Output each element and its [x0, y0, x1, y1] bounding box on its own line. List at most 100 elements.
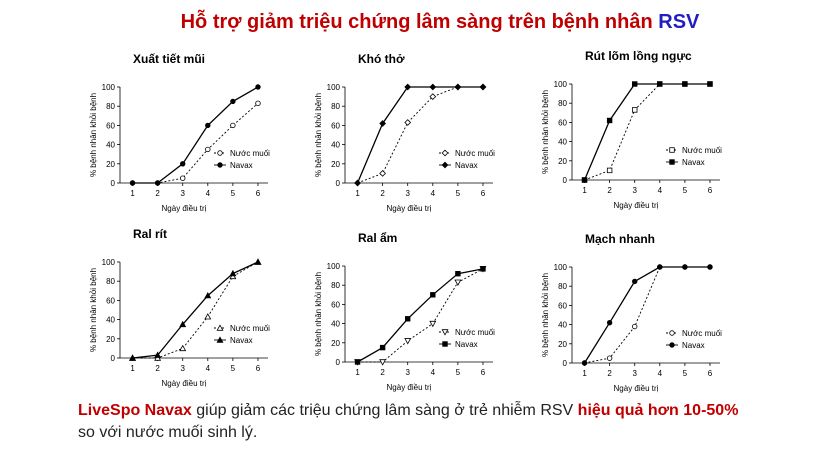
legend-label: Navax — [682, 158, 705, 167]
series-line — [583, 83, 710, 181]
y-tick-label: 0 — [563, 176, 568, 185]
point — [669, 330, 675, 336]
point — [255, 100, 261, 107]
point — [230, 122, 236, 129]
point — [480, 266, 486, 272]
x-tick-label: 2 — [380, 189, 385, 198]
point — [632, 278, 638, 285]
x-tick-label: 2 — [155, 189, 160, 198]
series-line — [357, 86, 483, 184]
x-tick-label: 4 — [431, 189, 436, 198]
point — [669, 147, 675, 153]
point — [429, 93, 437, 100]
point — [254, 258, 262, 265]
x-tick-label: 2 — [155, 364, 160, 373]
slide-title: Hỗ trợ giảm triệu chứng lâm sàng trên bệ… — [181, 9, 700, 33]
point — [354, 359, 361, 365]
point — [205, 122, 211, 129]
x-tick-label: 4 — [658, 186, 663, 195]
x-tick-label: 2 — [607, 186, 612, 195]
chart-title: Ral ẩm — [358, 231, 397, 245]
x-tick-label: 5 — [683, 369, 688, 378]
x-tick-label: 3 — [405, 189, 410, 198]
point — [179, 320, 187, 328]
point — [657, 81, 663, 87]
y-tick-label: 100 — [554, 80, 568, 89]
x-tick-label: 6 — [708, 186, 713, 195]
x-tick-label: 4 — [206, 189, 211, 198]
point — [205, 146, 211, 153]
x-tick-label: 6 — [708, 369, 713, 378]
legend-label: Navax — [455, 161, 478, 170]
chart-title: Rút lõm lồng ngực — [585, 49, 692, 63]
y-axis-label: % bệnh nhân khỏi bệnh — [314, 93, 323, 177]
point — [379, 120, 386, 127]
legend-label: Navax — [682, 341, 705, 350]
point — [379, 359, 387, 366]
x-tick-label: 6 — [256, 364, 261, 373]
point — [217, 162, 223, 168]
point — [379, 344, 386, 351]
point — [430, 292, 436, 298]
legend-label: Nước muối — [455, 149, 495, 158]
x-tick-label: 2 — [380, 368, 385, 377]
y-tick-label: 60 — [106, 121, 115, 130]
y-tick-label: 0 — [563, 359, 568, 368]
y-tick-label: 40 — [331, 141, 340, 150]
point — [581, 360, 588, 366]
point — [606, 319, 613, 326]
y-tick-label: 40 — [106, 141, 115, 150]
y-tick-label: 100 — [102, 83, 116, 92]
y-tick-label: 100 — [327, 83, 341, 92]
point — [180, 175, 186, 181]
point — [154, 180, 161, 186]
series-line — [132, 261, 259, 359]
y-tick-label: 60 — [331, 300, 340, 309]
y-tick-label: 20 — [331, 160, 340, 169]
legend-label: Navax — [230, 161, 253, 170]
x-tick-label: 5 — [456, 189, 461, 198]
y-tick-label: 0 — [111, 179, 116, 188]
y-axis-label: % bệnh nhân khỏi bệnh — [314, 272, 323, 356]
y-tick-label: 60 — [558, 118, 567, 127]
x-tick-label: 3 — [405, 368, 410, 377]
line-chart: Ral rít 0 20 40 60 80 100 1 2 3 4 5 6 Ngày điều trị % … — [89, 227, 270, 388]
footer-brand: LiveSpo Navax — [78, 402, 192, 419]
point — [129, 354, 137, 361]
y-axis-label: % bệnh nhân khỏi bệnh — [89, 268, 98, 352]
point — [479, 83, 487, 91]
point — [632, 81, 638, 87]
x-tick-label: 3 — [180, 189, 185, 198]
footer-line1: LiveSpo Navax giúp giảm các triệu chứng … — [78, 400, 738, 419]
point — [180, 161, 186, 167]
legend-label: Navax — [455, 340, 478, 349]
point — [230, 98, 236, 105]
point — [354, 179, 361, 187]
x-tick-label: 1 — [582, 369, 587, 378]
x-tick-label: 5 — [231, 364, 236, 373]
point — [657, 264, 663, 270]
y-tick-label: 0 — [336, 179, 341, 188]
y-tick-label: 80 — [558, 99, 567, 108]
point — [404, 83, 412, 91]
chart-title: Mạch nhanh — [585, 232, 655, 246]
point — [632, 107, 638, 113]
line-chart: Ral ẩm 0 20 40 60 80 100 1 2 3 4 5 6 Ngày điều trị % b… — [314, 231, 495, 392]
point — [441, 149, 449, 157]
x-tick-label: 1 — [355, 189, 360, 198]
y-tick-label: 80 — [106, 102, 115, 111]
point — [707, 81, 713, 87]
y-tick-label: 100 — [102, 258, 116, 267]
point — [682, 81, 688, 87]
y-tick-label: 60 — [331, 121, 340, 130]
x-tick-label: 3 — [632, 186, 637, 195]
footer-line2: so với nước muối sinh lý. — [78, 424, 257, 441]
y-tick-label: 20 — [558, 340, 567, 349]
y-tick-label: 60 — [106, 296, 115, 305]
point — [429, 320, 437, 328]
y-tick-label: 80 — [106, 277, 115, 286]
x-tick-label: 6 — [256, 189, 261, 198]
x-axis-label: Ngày điều trị — [387, 383, 432, 392]
y-tick-label: 60 — [558, 301, 567, 310]
legend-label: Nước muối — [682, 146, 722, 155]
